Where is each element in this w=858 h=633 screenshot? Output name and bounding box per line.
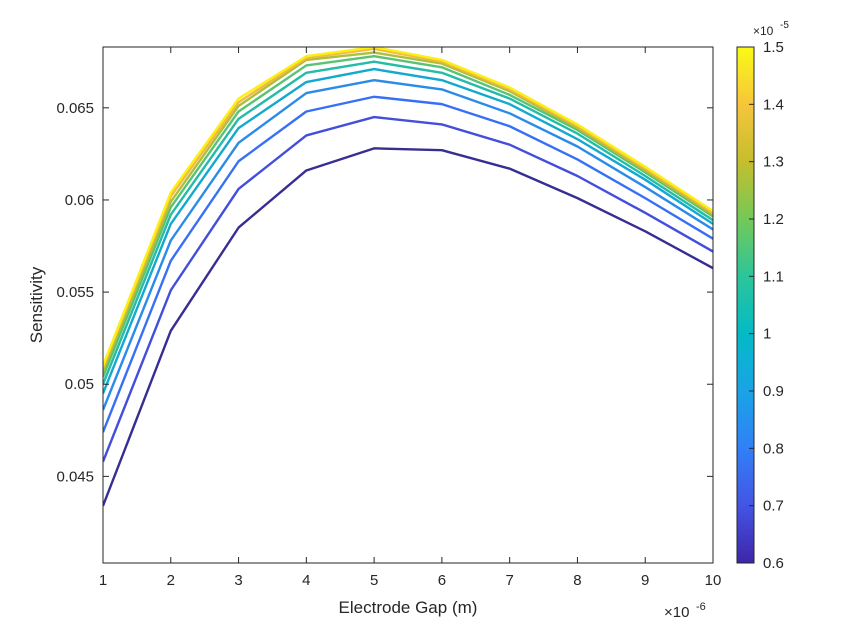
plot-area xyxy=(103,47,713,563)
x-tick-label: 4 xyxy=(302,572,310,589)
x-axis-ticks: 1 2 3 4 5 6 7 8 9 10 xyxy=(99,47,722,589)
x-tick-label: 6 xyxy=(438,572,446,589)
series-line-7 xyxy=(103,55,713,378)
series-line-1 xyxy=(103,147,713,507)
series-line-9 xyxy=(103,47,713,369)
x-tick-label: 5 xyxy=(370,572,378,589)
x-tick-label: 7 xyxy=(505,572,513,589)
series-line-10 xyxy=(103,47,713,367)
svg-text:×10: ×10 xyxy=(664,604,689,621)
svg-text:-5: -5 xyxy=(780,20,789,31)
series-line-2 xyxy=(103,115,713,463)
x-tick-label: 1 xyxy=(99,572,107,589)
svg-text:-6: -6 xyxy=(696,601,706,613)
svg-text:×10: ×10 xyxy=(753,24,774,38)
x-tick-label: 10 xyxy=(705,572,722,589)
series-line-4 xyxy=(103,78,713,411)
y-tick-label: 0.05 xyxy=(65,376,94,393)
colorbar-tick-label: 0.8 xyxy=(763,440,784,457)
colorbar-tick-label: 1 xyxy=(763,326,771,343)
colorbar-tick-label: 1.2 xyxy=(763,211,784,228)
x-axis-label: Electrode Gap (m) xyxy=(339,598,478,617)
series-line-6 xyxy=(103,60,713,385)
y-axis-ticks: 0.045 0.05 0.055 0.06 0.065 xyxy=(56,100,713,485)
y-tick-label: 0.055 xyxy=(56,284,94,301)
colorbar-tick-label: 0.7 xyxy=(763,498,784,515)
colorbar-tick-label: 0.6 xyxy=(763,555,784,572)
series-line-5 xyxy=(103,67,713,394)
y-tick-label: 0.065 xyxy=(56,100,94,117)
x-tick-label: 3 xyxy=(234,572,242,589)
colorbar xyxy=(736,46,755,564)
x-tick-label: 2 xyxy=(167,572,175,589)
colorbar-tick-label: 1.3 xyxy=(763,154,784,171)
y-axis-label: Sensitivity xyxy=(27,266,46,343)
series-line-8 xyxy=(103,51,713,372)
colorbar-exponent: ×10 -5 xyxy=(753,20,789,38)
colorbar-tick-label: 1.4 xyxy=(763,96,784,113)
colorbar-tick-label: 1.1 xyxy=(763,268,784,285)
series-layer xyxy=(103,47,713,507)
colorbar-ticks: 0.6 0.7 0.8 0.9 1 1.1 1.2 1.3 1.4 1.5 xyxy=(749,39,784,572)
x-axis-exponent: ×10 -6 xyxy=(664,601,706,621)
y-tick-label: 0.06 xyxy=(65,192,94,209)
axes-box xyxy=(102,46,714,564)
colorbar-tick-label: 0.9 xyxy=(763,383,784,400)
x-tick-label: 8 xyxy=(573,572,581,589)
colorbar-tick-label: 1.5 xyxy=(763,39,784,56)
series-line-3 xyxy=(103,95,713,433)
x-tick-label: 9 xyxy=(641,572,649,589)
y-tick-label: 0.045 xyxy=(56,468,94,485)
